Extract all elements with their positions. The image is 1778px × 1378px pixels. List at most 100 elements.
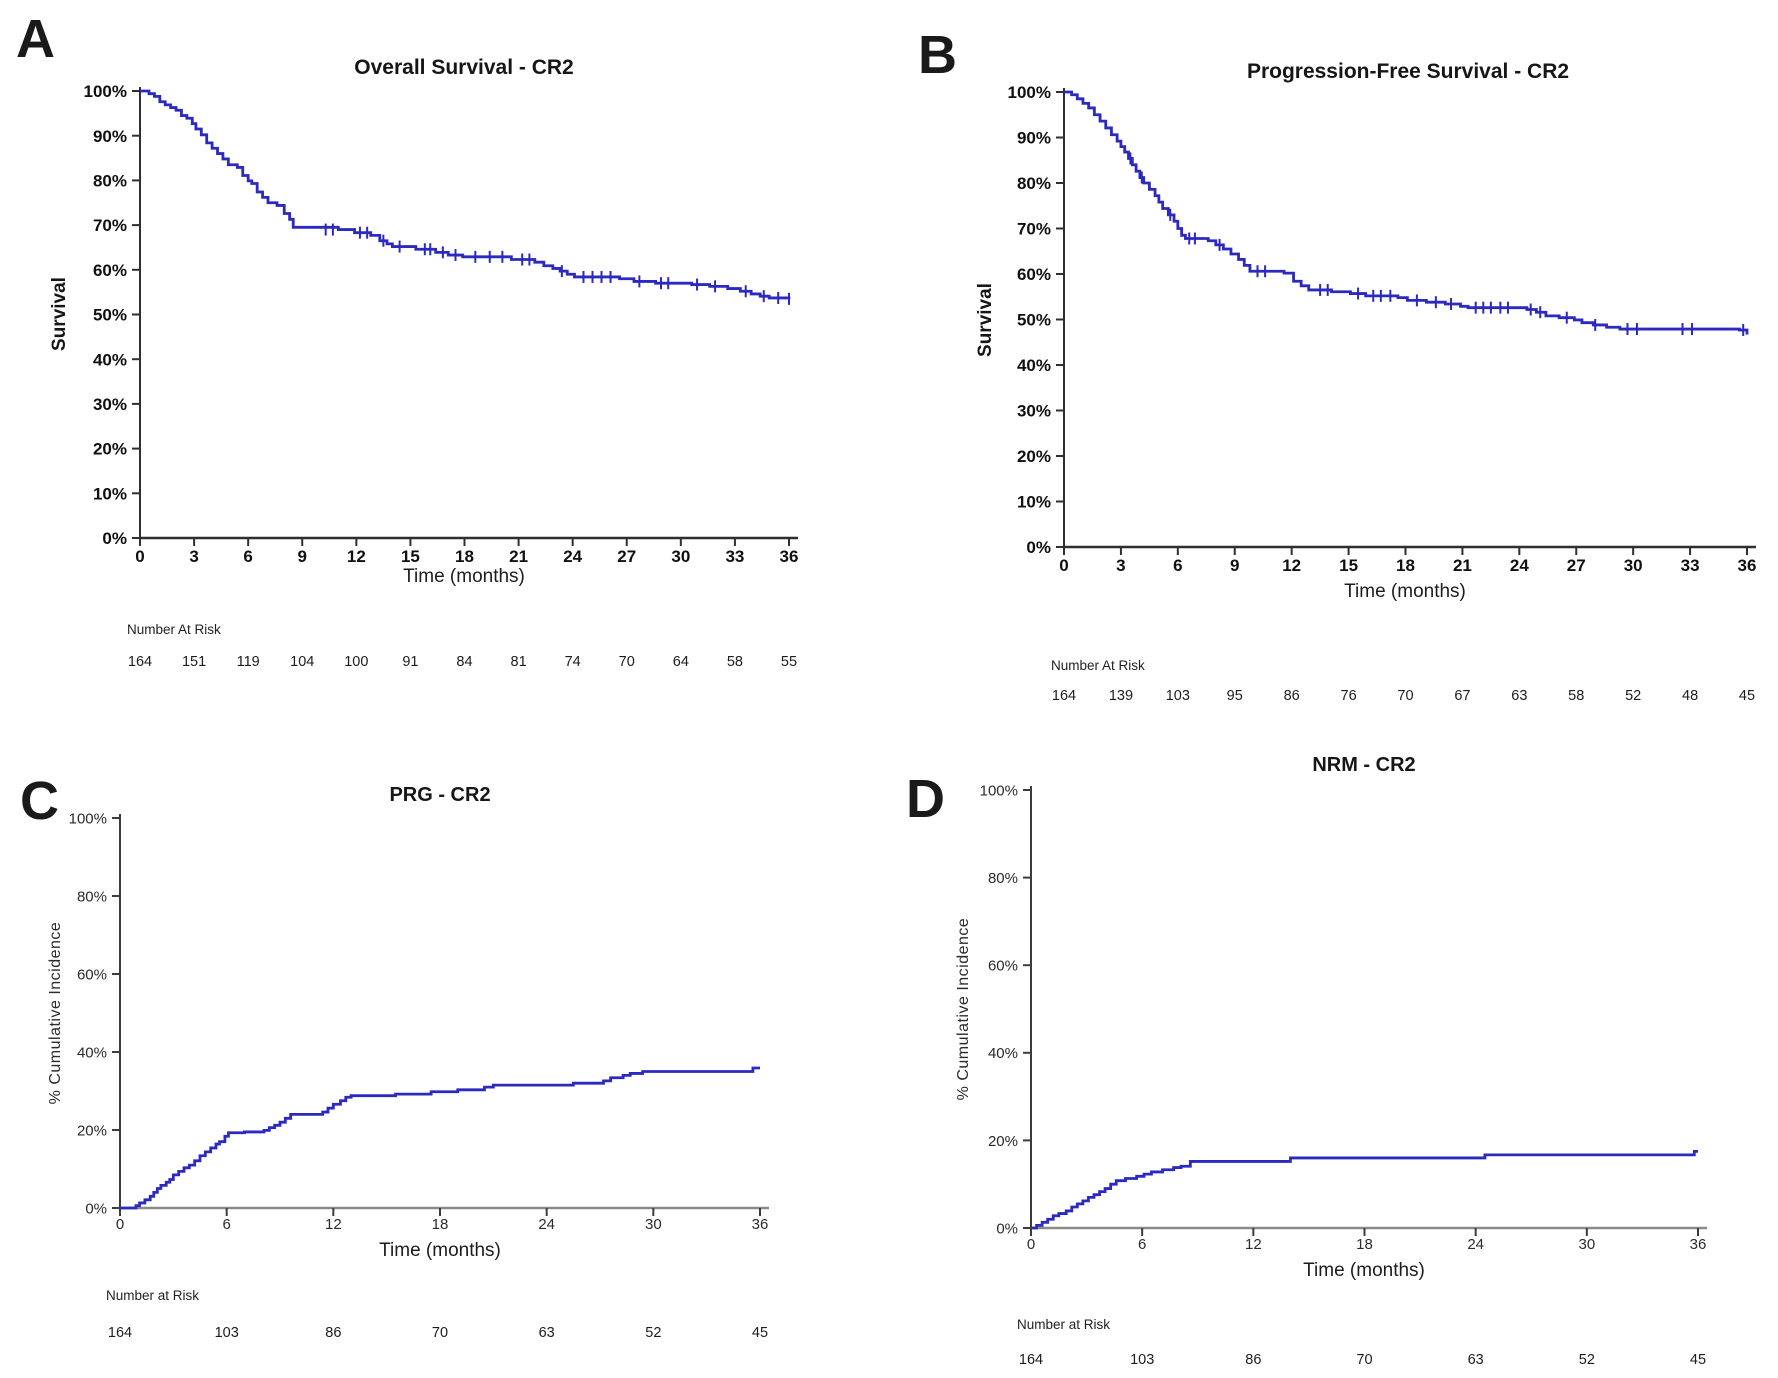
y-tick-label: 100%	[980, 782, 1018, 799]
y-tick-label: 40%	[93, 350, 127, 369]
y-tick-label: 100%	[84, 82, 127, 101]
y-tick-label: 10%	[93, 484, 127, 503]
x-tick-label: 0	[135, 547, 144, 566]
y-tick-label: 80%	[93, 172, 127, 191]
x-tick-label: 27	[617, 547, 636, 566]
y-tick-label: 30%	[1017, 402, 1051, 421]
panel-b-plot: 0%10%20%30%40%50%60%70%80%90%100%0 3 6 9 12 1…	[1008, 83, 1757, 704]
risk-count: 86	[1245, 1352, 1261, 1368]
x-tick-label: 6	[1173, 556, 1182, 575]
risk-count: 45	[752, 1325, 768, 1341]
risk-count: 76	[1341, 688, 1357, 704]
risk-count: 139	[1109, 688, 1133, 704]
y-tick-label: 20%	[988, 1133, 1018, 1150]
survival-curve-b	[1064, 90, 1749, 335]
risk-count: 52	[1625, 688, 1641, 704]
panel-d-title: NRM - CR2	[1312, 754, 1416, 776]
panel-c-title: PRG - CR2	[389, 784, 491, 806]
x-tick-label: 3	[189, 547, 198, 566]
x-tick-label: 24	[538, 1216, 555, 1233]
risk-count: 164	[128, 654, 152, 670]
y-tick-label: 80%	[77, 888, 107, 905]
risk-count: 86	[325, 1325, 341, 1341]
y-tick-label: 80%	[988, 870, 1018, 887]
risk-count: 63	[1511, 688, 1527, 704]
panel-c-number-at-risk-label: Number at Risk	[106, 1288, 200, 1303]
panel-d-number-at-risk-label: Number at Risk	[1017, 1317, 1111, 1332]
panel-a-plot: 0%10%20%30%40%50%60%70%80%90%100%0 3 6 9 12 1…	[84, 82, 799, 670]
x-tick-label: 9	[298, 547, 307, 566]
risk-count: 67	[1454, 688, 1470, 704]
panel-d-plot: 0% 20% 40% 60% 80% 100% 0 6 12 18 24 30 36 164 103 86 70…	[980, 782, 1707, 1368]
x-tick-label: 30	[645, 1216, 662, 1233]
risk-count: 164	[1019, 1352, 1043, 1368]
risk-count: 103	[1130, 1352, 1154, 1368]
panel-a-title: Overall Survival - CR2	[354, 56, 574, 79]
x-tick-label: 12	[325, 1216, 342, 1233]
panel-c-plot: 0% 20% 40% 60% 80% 100% 0 6 12 18 24 30 36 164 103 86 70…	[69, 810, 769, 1341]
risk-count: 58	[727, 654, 743, 670]
risk-count: 164	[1052, 688, 1076, 704]
risk-count: 164	[108, 1325, 132, 1341]
panel-d-y-axis-label: % Cumulative Incidence	[955, 917, 972, 1101]
risk-count: 119	[237, 654, 260, 670]
number-at-risk-row-c: 164 103 86 70 63 52 45	[108, 1325, 768, 1341]
x-tick-label: 6	[243, 547, 252, 566]
risk-count: 81	[511, 654, 527, 670]
x-tick-label: 12	[1245, 1236, 1262, 1253]
x-tick-label: 18	[432, 1216, 449, 1233]
x-tick-label: 0	[116, 1216, 124, 1233]
risk-count: 151	[182, 654, 206, 670]
panel-d-letter: D	[906, 769, 945, 829]
x-tick-label: 24	[1467, 1236, 1484, 1253]
risk-count: 64	[673, 654, 689, 670]
x-tick-label: 6	[222, 1216, 230, 1233]
x-tick-label: 27	[1567, 556, 1586, 575]
x-tick-label: 30	[671, 547, 690, 566]
x-tick-label: 15	[401, 547, 420, 566]
y-tick-label: 20%	[1017, 447, 1051, 466]
y-tick-label: 20%	[77, 1122, 107, 1139]
y-tick-label: 50%	[93, 306, 127, 325]
risk-count: 52	[645, 1325, 661, 1341]
y-tick-label: 40%	[1017, 356, 1051, 375]
risk-count: 95	[1227, 688, 1243, 704]
x-tick-label: 24	[1510, 556, 1529, 575]
x-tick-label: 36	[752, 1216, 769, 1233]
y-tick-label: 100%	[69, 810, 107, 827]
risk-count: 45	[1739, 688, 1755, 704]
panel-a-number-at-risk-label: Number At Risk	[127, 622, 221, 637]
number-at-risk-row-b: 164 139 103 95 86 76 70 67 63 58 52 48 45	[1052, 688, 1755, 704]
survival-curve-c	[120, 1066, 760, 1210]
x-tick-label: 30	[1578, 1236, 1595, 1253]
y-tick-label: 40%	[988, 1045, 1018, 1062]
risk-count: 63	[539, 1325, 555, 1341]
panel-a-y-axis-label: Survival	[49, 277, 70, 351]
censor-marks-b	[1129, 152, 1745, 336]
x-tick-label: 15	[1339, 556, 1358, 575]
y-tick-label: 10%	[1017, 493, 1051, 512]
risk-count: 52	[1579, 1352, 1595, 1368]
y-tick-label: 70%	[93, 216, 127, 235]
number-at-risk-row-a: 164 151 119 104 100 91 84 81 74 70 64 58 55	[128, 654, 797, 670]
panel-b-letter: B	[918, 25, 957, 85]
panel-c-x-axis-label: Time (months)	[379, 1240, 501, 1261]
risk-count: 103	[1166, 688, 1190, 704]
x-tick-label: 6	[1138, 1236, 1146, 1253]
x-tick-label: 21	[509, 547, 528, 566]
y-tick-label: 90%	[1017, 129, 1051, 148]
risk-count: 103	[215, 1325, 239, 1341]
x-tick-label: 18	[455, 547, 474, 566]
risk-count: 45	[1690, 1352, 1706, 1368]
y-tick-label: 30%	[93, 395, 127, 414]
y-tick-label: 60%	[77, 966, 107, 983]
x-tick-label: 21	[1453, 556, 1472, 575]
y-tick-label: 0%	[996, 1220, 1018, 1237]
risk-count: 63	[1468, 1352, 1484, 1368]
y-tick-label: 0%	[102, 529, 127, 548]
panel-b-x-axis-label: Time (months)	[1344, 581, 1466, 602]
panel-c-y-axis-label: % Cumulative Incidence	[47, 921, 64, 1105]
y-tick-label: 100%	[1008, 83, 1051, 102]
panel-a-x-axis-label: Time (months)	[403, 566, 525, 587]
y-tick-label: 0%	[1026, 538, 1051, 557]
